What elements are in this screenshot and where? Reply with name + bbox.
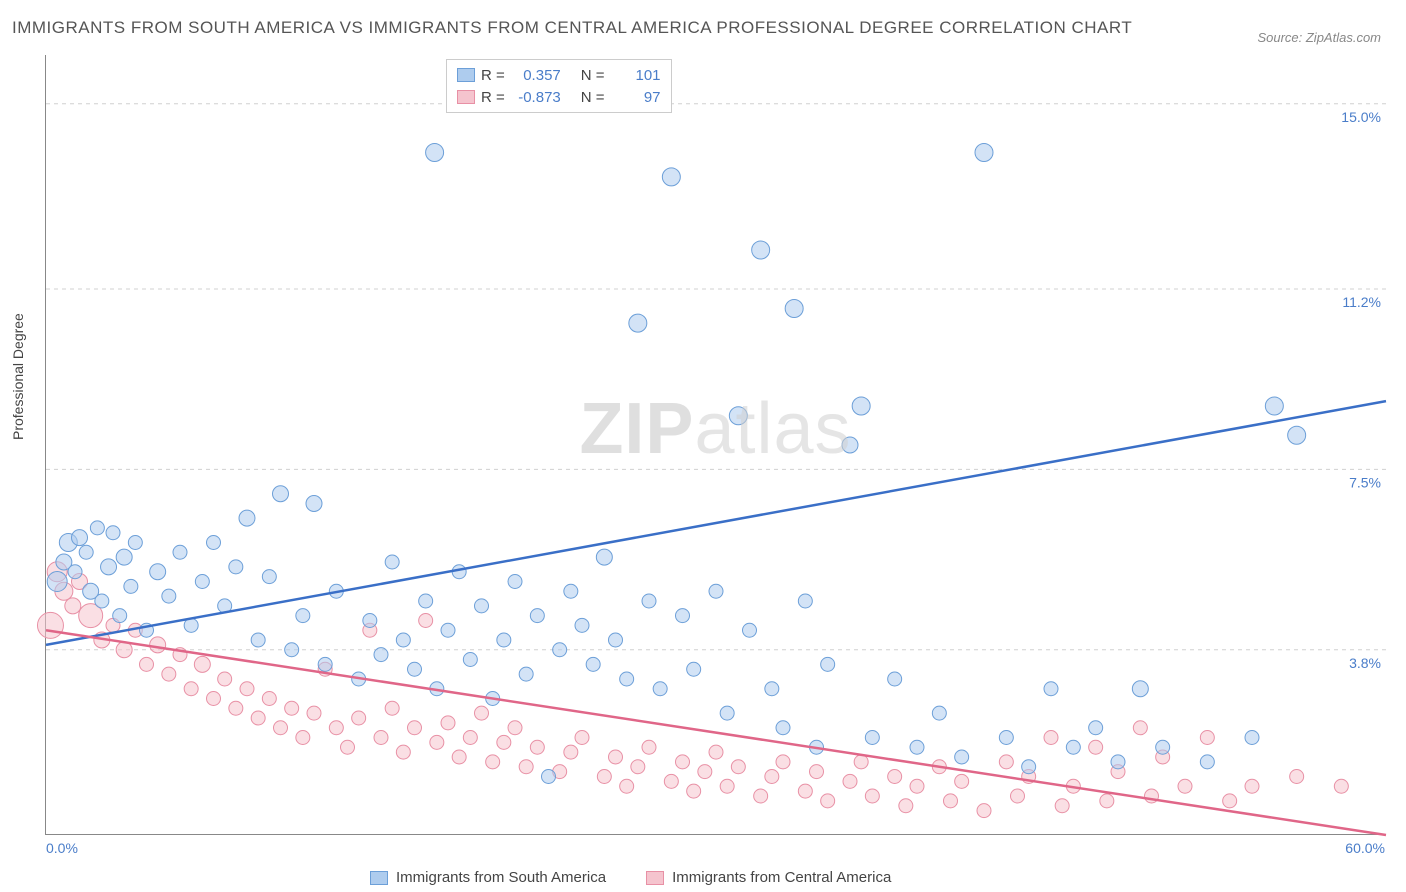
legend-item-central: Immigrants from Central America bbox=[646, 869, 891, 886]
swatch-south-icon bbox=[457, 68, 475, 82]
legend-r-central: -0.873 bbox=[511, 89, 561, 106]
source-attribution: Source: ZipAtlas.com bbox=[1257, 30, 1381, 45]
legend-r-label-2: R = bbox=[481, 89, 505, 106]
legend-item-south: Immigrants from South America bbox=[370, 869, 606, 886]
svg-text:11.2%: 11.2% bbox=[1342, 294, 1381, 310]
legend-n-label: N = bbox=[581, 67, 605, 84]
plot-area: 3.8%7.5%11.2%15.0% ZIPatlas R = 0.357 N … bbox=[45, 55, 1385, 835]
legend-row-south: R = 0.357 N = 101 bbox=[457, 64, 661, 86]
legend-label-central: Immigrants from Central America bbox=[672, 869, 891, 886]
x-tick-min: 0.0% bbox=[46, 840, 78, 856]
legend-n-label-2: N = bbox=[581, 89, 605, 106]
chart-container: IMMIGRANTS FROM SOUTH AMERICA VS IMMIGRA… bbox=[0, 0, 1406, 892]
swatch-central-icon bbox=[457, 90, 475, 104]
legend-label-south: Immigrants from South America bbox=[396, 869, 606, 886]
scatter-plot-svg: 3.8% 7.5% 11.2% 15.0% bbox=[46, 55, 1385, 834]
svg-text:15.0%: 15.0% bbox=[1341, 109, 1381, 125]
x-tick-max: 60.0% bbox=[1345, 840, 1385, 856]
chart-title: IMMIGRANTS FROM SOUTH AMERICA VS IMMIGRA… bbox=[12, 18, 1132, 38]
legend-r-south: 0.357 bbox=[511, 67, 561, 84]
y-axis-label: Professional Degree bbox=[10, 313, 26, 440]
legend-n-central: 97 bbox=[611, 89, 661, 106]
legend-stats: R = 0.357 N = 101 R = -0.873 N = 97 bbox=[446, 59, 672, 113]
swatch-south-bottom-icon bbox=[370, 871, 388, 885]
svg-text:3.8%: 3.8% bbox=[1349, 655, 1381, 671]
legend-r-label: R = bbox=[481, 67, 505, 84]
legend-series: Immigrants from South America Immigrants… bbox=[370, 869, 891, 886]
legend-n-south: 101 bbox=[611, 67, 661, 84]
legend-row-central: R = -0.873 N = 97 bbox=[457, 86, 661, 108]
swatch-central-bottom-icon bbox=[646, 871, 664, 885]
svg-text:7.5%: 7.5% bbox=[1349, 474, 1381, 490]
